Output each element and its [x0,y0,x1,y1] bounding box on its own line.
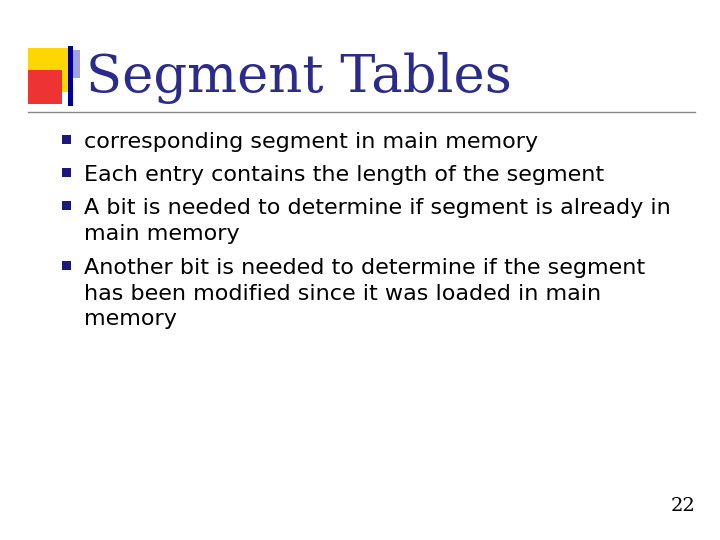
Text: A bit is needed to determine if segment is already in
main memory: A bit is needed to determine if segment … [84,198,671,244]
Bar [62,261,71,270]
Text: corresponding segment in main memory: corresponding segment in main memory [84,132,538,152]
Bar [28,70,62,104]
Bar [68,46,73,106]
Bar [62,168,71,177]
Text: Segment Tables: Segment Tables [86,52,512,104]
Text: 22: 22 [670,497,695,515]
Bar [62,135,71,144]
Bar [62,201,71,210]
Text: Each entry contains the length of the segment: Each entry contains the length of the se… [84,165,604,185]
Bar [52,50,80,78]
Text: Another bit is needed to determine if the segment
has been modified since it was: Another bit is needed to determine if th… [84,258,645,329]
Bar [28,48,72,92]
